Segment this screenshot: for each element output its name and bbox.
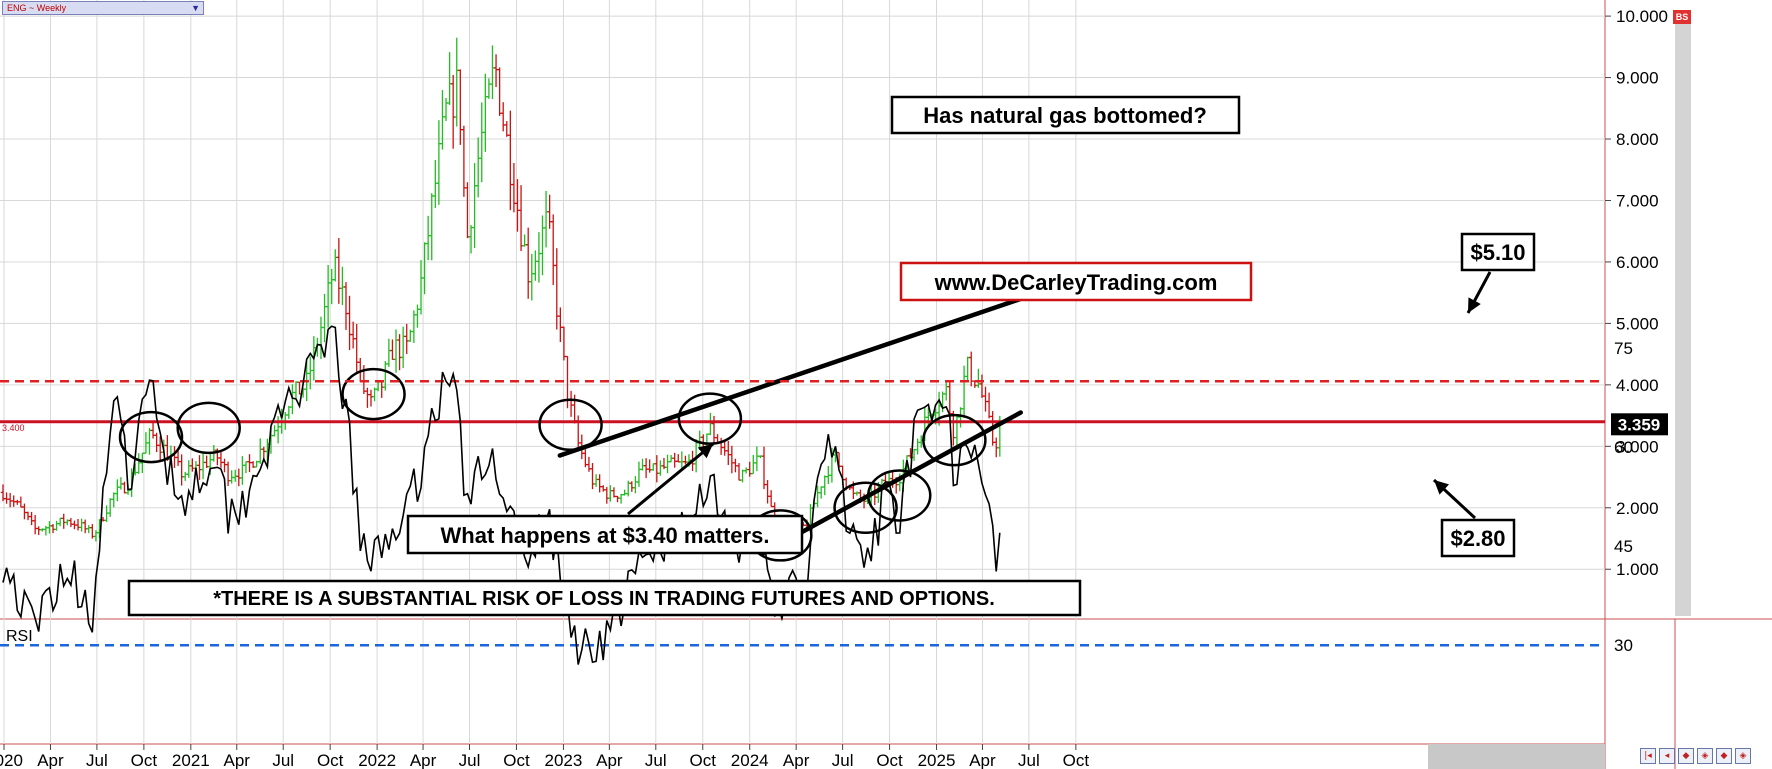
- time-tick-label: Oct: [317, 751, 344, 769]
- rsi-tick-label: 75: [1614, 339, 1633, 358]
- next-icon[interactable]: ◆: [1678, 748, 1694, 764]
- time-tick-label: Jul: [645, 751, 667, 769]
- website-text: www.DeCarleyTrading.com: [934, 270, 1218, 295]
- rsi-tick-label: 45: [1614, 537, 1633, 556]
- time-tick-label: Oct: [1063, 751, 1090, 769]
- time-tick-label: Oct: [131, 751, 158, 769]
- highlight-circle: [118, 410, 184, 464]
- time-tick-label: Apr: [969, 751, 996, 769]
- time-tick-label: Jul: [832, 751, 854, 769]
- zoom-out-icon[interactable]: ◈: [1697, 748, 1713, 764]
- price-tick-label: 10.000: [1616, 7, 1668, 26]
- price-tick-label: 8.000: [1616, 130, 1659, 149]
- arrow-shaft: [627, 442, 714, 516]
- chevron-down-icon[interactable]: ▼: [191, 3, 200, 13]
- time-tick-label: 2021: [172, 751, 210, 769]
- highlight-circle: [833, 481, 898, 535]
- symbol-label: ENG ~ Weekly: [7, 3, 67, 13]
- time-tick-label: Apr: [596, 751, 623, 769]
- price-tick-label: 7.000: [1616, 191, 1659, 210]
- rsi-title: RSI: [6, 628, 33, 645]
- highlight-circle: [677, 392, 743, 445]
- rsi-tick-label: 60: [1614, 438, 1633, 457]
- bs-badge[interactable]: BS: [1673, 10, 1691, 24]
- website-box: www.DeCarleyTrading.com: [899, 261, 1253, 302]
- time-tick-label: Apr: [224, 751, 251, 769]
- last-price-tag: 3.359: [1611, 413, 1668, 436]
- arrow-head: [697, 444, 713, 459]
- headline-text: Has natural gas bottomed?: [923, 103, 1207, 128]
- symbol-selector[interactable]: ENG ~ Weekly ▼: [2, 1, 204, 15]
- time-tick-label: Jul: [1018, 751, 1040, 769]
- highlight-circle: [867, 469, 932, 522]
- time-tick-label: 2023: [545, 751, 583, 769]
- arrow-head: [1434, 480, 1450, 495]
- annotation-arrow: [627, 442, 714, 516]
- time-tick-label: Jul: [86, 751, 108, 769]
- level-note-box: What happens at $3.40 matters.: [406, 514, 804, 555]
- annotation-arrow: [1466, 271, 1492, 314]
- time-tick-label: Apr: [37, 751, 64, 769]
- last-price-text: 3.359: [1618, 415, 1661, 434]
- price-tick-label: 4.000: [1616, 376, 1659, 395]
- zoom-in-icon[interactable]: ◆: [1716, 748, 1732, 764]
- rsi-line: [2, 325, 1001, 665]
- time-tick-label: Oct: [503, 751, 530, 769]
- highlight-circle: [341, 367, 406, 421]
- trendline: [557, 284, 1060, 458]
- lower-label-text: $2.80: [1450, 526, 1505, 551]
- upper-label-box: $5.10: [1460, 232, 1536, 272]
- price-tick-label: 1.000: [1616, 560, 1659, 579]
- price-tick-label: 5.000: [1616, 314, 1659, 333]
- time-tick-label: 2022: [358, 751, 396, 769]
- time-tick-label: Apr: [410, 751, 437, 769]
- headline-box: Has natural gas bottomed?: [890, 95, 1241, 135]
- time-tick-label: Apr: [783, 751, 810, 769]
- disclaimer-box: *THERE IS A SUBSTANTIAL RISK OF LOSS IN …: [127, 579, 1082, 617]
- lower-label-box: $2.80: [1440, 518, 1516, 558]
- chart-nav-buttons: |◂ ◂ ◆ ◈ ◆ ◈: [1640, 748, 1751, 764]
- price-tick-label: 2.000: [1616, 499, 1659, 518]
- first-icon[interactable]: |◂: [1640, 748, 1656, 764]
- time-tick-label: 2020: [0, 751, 23, 769]
- time-tick-label: Oct: [690, 751, 717, 769]
- highlight-circle: [176, 401, 241, 455]
- level-note-text: What happens at $3.40 matters.: [441, 523, 770, 548]
- future-area-bar: [1428, 744, 1605, 769]
- arrow-head: [1468, 297, 1481, 313]
- rsi-tick-label: 30: [1614, 636, 1633, 655]
- upper-label-text: $5.10: [1470, 240, 1525, 265]
- time-tick-label: 2024: [731, 751, 769, 769]
- highlight-circle: [538, 398, 603, 452]
- level-label: 3.400: [2, 423, 25, 433]
- price-tick-label: 6.000: [1616, 253, 1659, 272]
- annotation-arrow: [1432, 478, 1477, 520]
- trendline: [759, 410, 1023, 557]
- time-tick-label: Jul: [459, 751, 481, 769]
- time-tick-label: Oct: [876, 751, 903, 769]
- vertical-scrollbar[interactable]: [1675, 24, 1691, 616]
- highlight-circle: [922, 413, 987, 467]
- disclaimer-text: *THERE IS A SUBSTANTIAL RISK OF LOSS IN …: [213, 588, 995, 610]
- price-tick-label: 3.000: [1616, 437, 1659, 456]
- price-tick-label: 9.000: [1616, 69, 1659, 88]
- expand-icon[interactable]: ◈: [1735, 748, 1751, 764]
- prev-icon[interactable]: ◂: [1659, 748, 1675, 764]
- time-tick-label: 2025: [918, 751, 956, 769]
- time-tick-label: Jul: [272, 751, 294, 769]
